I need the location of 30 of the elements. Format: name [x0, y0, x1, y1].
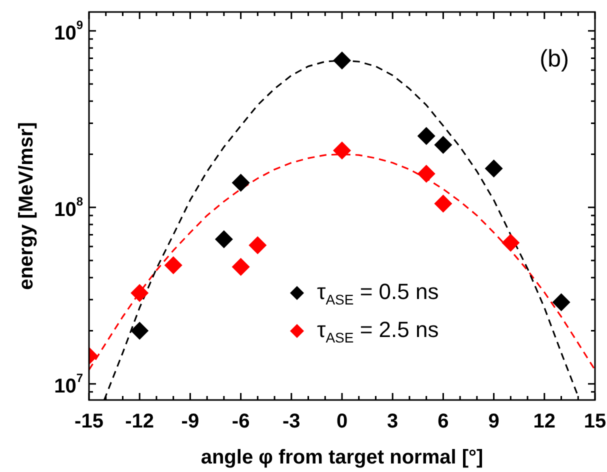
- x-tick-label: 15: [584, 410, 606, 433]
- annotation: (b): [540, 46, 570, 73]
- x-tick-label: 12: [533, 410, 556, 433]
- point: [417, 164, 436, 183]
- x-tick-label: -9: [181, 410, 200, 433]
- point: [232, 174, 250, 192]
- x-tick-label: 9: [488, 410, 500, 433]
- x-tick-label: -12: [125, 410, 154, 433]
- point: [130, 322, 149, 340]
- point: [232, 258, 250, 276]
- x-axis-title: angle φ from target normal [°]: [200, 446, 484, 469]
- point: [434, 194, 452, 213]
- point: [434, 136, 452, 154]
- point: [502, 234, 520, 252]
- x-tick-label: 0: [336, 410, 348, 433]
- point: [333, 51, 351, 70]
- point: [214, 230, 233, 248]
- x-tick-label: -15: [74, 410, 104, 433]
- x-tick-label: -6: [232, 410, 250, 433]
- point: [164, 256, 182, 274]
- x-tick-label: 3: [387, 410, 398, 433]
- point: [552, 293, 570, 312]
- x-tick-label: -3: [282, 410, 300, 433]
- point: [248, 236, 267, 254]
- point: [130, 284, 149, 302]
- point: [417, 126, 436, 145]
- y-axis-title: energy [MeV/msr]: [16, 122, 38, 290]
- point: [484, 160, 503, 178]
- point: [333, 142, 351, 160]
- x-tick-label: 6: [438, 410, 449, 433]
